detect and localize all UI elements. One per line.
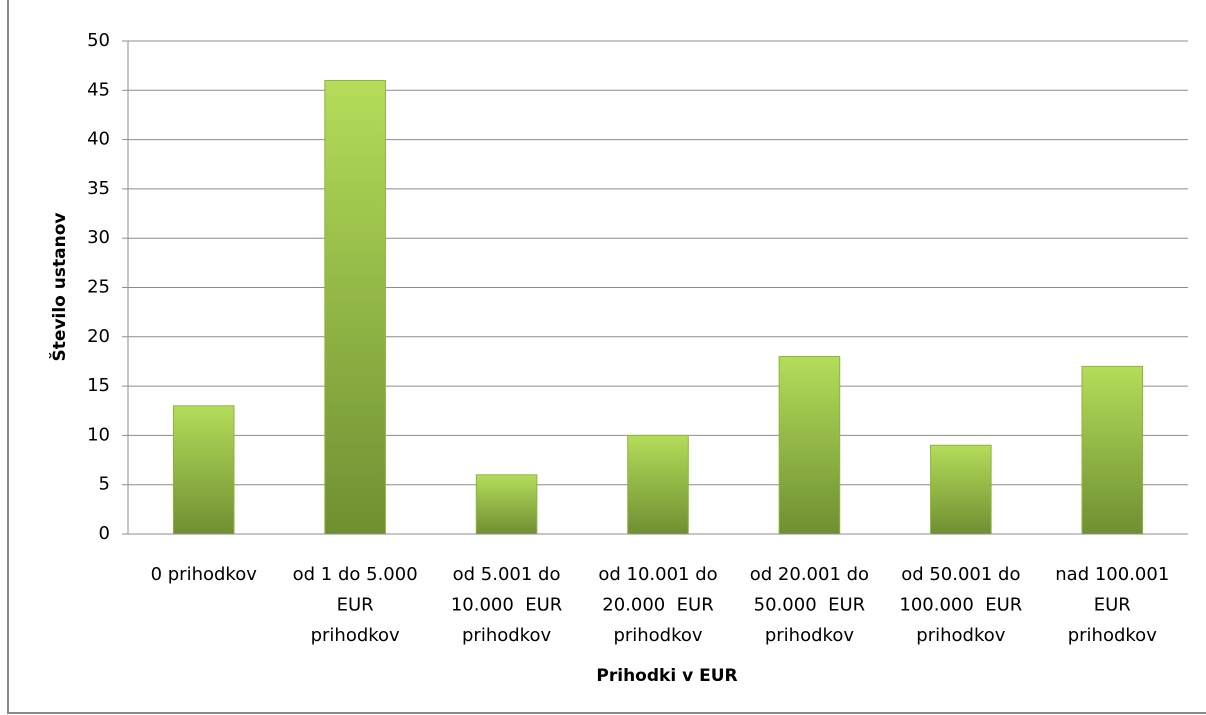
- y-tick-label: 20: [87, 326, 110, 347]
- x-tick-label: prihodkov: [311, 625, 400, 646]
- x-tick-label: prihodkov: [916, 625, 1005, 646]
- x-axis-title: Prihodki v EUR: [596, 666, 737, 686]
- bar: [930, 444, 992, 535]
- bar: [627, 434, 689, 535]
- bar: [475, 474, 538, 535]
- bar: [778, 356, 841, 535]
- x-tick-label: 100.000 EUR: [899, 595, 1022, 616]
- x-tick-label: prihodkov: [1068, 625, 1157, 646]
- x-tick-label: prihodkov: [765, 625, 854, 646]
- x-tick-label: 10.000 EUR: [451, 595, 562, 616]
- y-tick-label: 5: [99, 474, 110, 495]
- x-tick-label: od 20.001 do: [750, 564, 869, 585]
- x-tick-label: prihodkov: [462, 625, 551, 646]
- x-tick-label: EUR: [337, 595, 374, 616]
- x-tick-label: od 10.001 do: [598, 564, 717, 585]
- y-tick-label: 50: [87, 30, 110, 51]
- x-tick-label: 50.000 EUR: [754, 595, 865, 616]
- y-tick-label: 45: [87, 79, 110, 100]
- x-tick-label: nad 100.001: [1055, 564, 1169, 585]
- y-tick-label: 35: [87, 178, 110, 199]
- x-tick-label: 0 prihodkov: [151, 564, 258, 585]
- y-tick-label: 10: [87, 424, 110, 445]
- y-tick-label: 25: [87, 277, 110, 298]
- x-tick-label: od 1 do 5.000: [293, 564, 418, 585]
- y-tick-label: 0: [99, 523, 110, 544]
- x-tick-label: EUR: [1094, 595, 1131, 616]
- x-tick-label: od 5.001 do: [453, 564, 561, 585]
- bar: [1081, 365, 1144, 535]
- bar: [172, 405, 235, 535]
- x-tick-label: 20.000 EUR: [602, 595, 713, 616]
- x-tick-label: prihodkov: [613, 625, 702, 646]
- y-tick-label: 15: [87, 375, 110, 396]
- y-tick-label: 40: [87, 129, 110, 150]
- x-tick-label: od 50.001 do: [901, 564, 1020, 585]
- y-axis-title: Število ustanov: [48, 213, 70, 362]
- chart-frame: [7, 0, 1206, 714]
- bar: [324, 79, 386, 535]
- y-tick-label: 30: [87, 227, 110, 248]
